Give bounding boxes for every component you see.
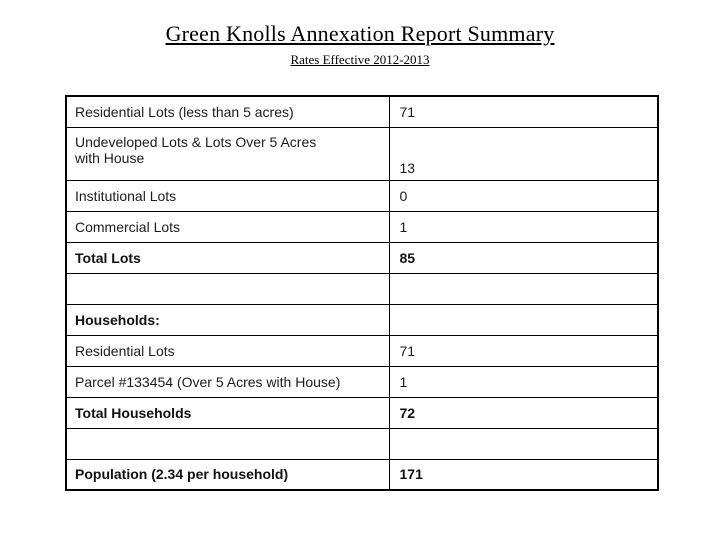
row-value bbox=[388, 427, 659, 460]
table-row bbox=[65, 272, 659, 305]
table-row: Residential Lots 71 bbox=[65, 334, 659, 367]
row-value bbox=[388, 272, 659, 305]
table-row: Parcel #133454 (Over 5 Acres with House)… bbox=[65, 365, 659, 398]
table-row: Institutional Lots 0 bbox=[65, 179, 659, 212]
row-label: Population (2.34 per household) bbox=[65, 458, 390, 491]
table-row: Households: bbox=[65, 303, 659, 336]
page-subtitle: Rates Effective 2012-2013 bbox=[290, 52, 430, 67]
table-row: Undeveloped Lots & Lots Over 5 Acres wit… bbox=[65, 126, 659, 181]
table-row: Total Households 72 bbox=[65, 396, 659, 429]
row-value: 71 bbox=[388, 334, 659, 367]
table-body: Residential Lots (less than 5 acres) 71 Un… bbox=[65, 95, 659, 491]
row-label: Institutional Lots bbox=[65, 179, 390, 212]
row-label: Households: bbox=[65, 303, 390, 336]
table-row bbox=[65, 427, 659, 460]
row-label: Total Lots bbox=[65, 241, 390, 274]
row-value bbox=[388, 303, 659, 336]
row-label: Parcel #133454 (Over 5 Acres with House) bbox=[65, 365, 390, 398]
row-value: 1 bbox=[388, 365, 659, 398]
table-row: Population (2.34 per household) 171 bbox=[65, 458, 659, 491]
row-value: 85 bbox=[388, 241, 659, 274]
table-row: Commercial Lots 1 bbox=[65, 210, 659, 243]
table-row: Total Lots 85 bbox=[65, 241, 659, 274]
row-label: Residential Lots (less than 5 acres) bbox=[65, 95, 390, 128]
row-label: Residential Lots bbox=[65, 334, 390, 367]
row-value: 171 bbox=[388, 458, 659, 491]
row-value: 0 bbox=[388, 179, 659, 212]
page-title: Green Knolls Annexation Report Summary bbox=[165, 21, 555, 46]
row-label: Commercial Lots bbox=[65, 210, 390, 243]
row-label: Total Households bbox=[65, 396, 390, 429]
row-label bbox=[65, 272, 390, 305]
row-value: 72 bbox=[388, 396, 659, 429]
table-row: Residential Lots (less than 5 acres) 71 bbox=[65, 95, 659, 128]
row-value: 13 bbox=[388, 126, 659, 181]
row-label: Undeveloped Lots & Lots Over 5 Acres wit… bbox=[65, 126, 390, 181]
annexation-summary-table: Residential Lots (less than 5 acres) 71 Un… bbox=[65, 95, 659, 491]
row-value: 71 bbox=[388, 95, 659, 128]
row-label bbox=[65, 427, 390, 460]
row-value: 1 bbox=[388, 210, 659, 243]
